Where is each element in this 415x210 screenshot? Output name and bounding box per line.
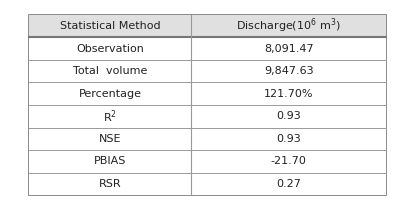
Bar (29, 15, 386, 37)
Bar (29, 37, 386, 60)
Bar (29, 15, 386, 195)
Text: 121.70%: 121.70% (264, 89, 313, 99)
Bar (29, 105, 386, 127)
Text: Total  volume: Total volume (73, 66, 147, 76)
Text: 0.93: 0.93 (276, 134, 301, 144)
Text: Statistical Method: Statistical Method (60, 21, 161, 31)
Text: R$^2$: R$^2$ (103, 108, 117, 125)
Text: 9,847.63: 9,847.63 (264, 66, 313, 76)
Text: NSE: NSE (99, 134, 122, 144)
Text: 0.93: 0.93 (276, 111, 301, 121)
Bar (29, 150, 386, 173)
Bar (29, 82, 386, 105)
Text: 0.27: 0.27 (276, 179, 301, 189)
Text: RSR: RSR (99, 179, 122, 189)
Text: PBIAS: PBIAS (94, 156, 127, 167)
Text: Discharge(10$^6$ m$^3$): Discharge(10$^6$ m$^3$) (236, 17, 341, 35)
Bar (29, 60, 386, 82)
Text: 8,091.47: 8,091.47 (264, 43, 313, 54)
Bar (29, 173, 386, 195)
Text: Observation: Observation (76, 43, 144, 54)
Bar (29, 127, 386, 150)
Text: -21.70: -21.70 (271, 156, 307, 167)
Text: Percentage: Percentage (79, 89, 142, 99)
